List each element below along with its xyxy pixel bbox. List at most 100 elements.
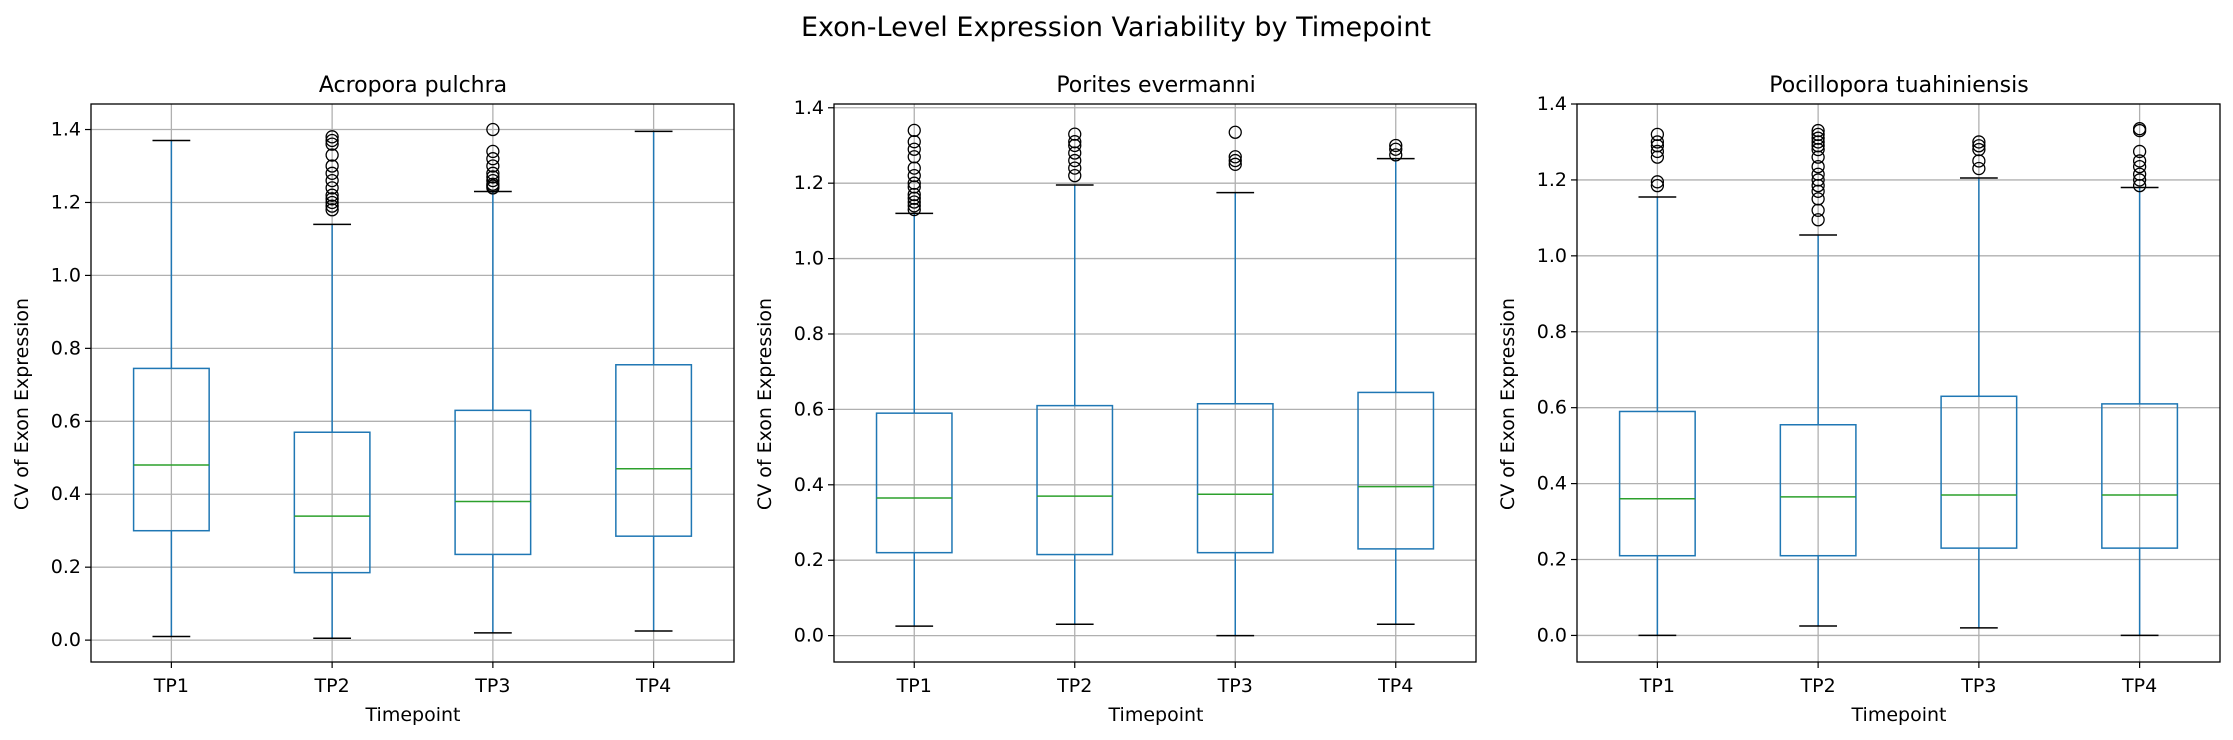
subplot-title: Porites evermanni: [1056, 73, 1255, 98]
outlier-point: [325, 195, 339, 210]
outlier-point: [1068, 153, 1082, 168]
outlier-point: [325, 192, 339, 206]
outlier-point: [325, 203, 339, 217]
outlier-point: [486, 144, 500, 159]
outlier-point: [1228, 150, 1242, 164]
box-tp4: [615, 130, 693, 632]
iqr-box: [1618, 410, 1696, 557]
y-tick-label: 0.0: [1537, 624, 1567, 646]
box-tp4: [2101, 122, 2179, 637]
y-axis-label: CV of Exon Expression: [1497, 298, 1519, 510]
outlier-point: [907, 168, 921, 183]
outlier-point: [1228, 153, 1242, 168]
outlier-point: [1068, 146, 1082, 160]
x-tick-label: TP1: [153, 675, 189, 697]
outlier-point: [1650, 178, 1665, 193]
outlier-point: [907, 202, 921, 217]
x-tick-label: TP3: [474, 675, 510, 697]
y-axis-label: CV of Exon Expression: [754, 298, 776, 510]
y-tick-label: 1.4: [51, 119, 81, 141]
iqr-box: [454, 409, 532, 556]
y-tick-label: 0.6: [794, 398, 824, 420]
iqr-box: [132, 367, 210, 532]
iqr-box: [1357, 391, 1435, 550]
x-tick-label: TP2: [1056, 675, 1092, 697]
outlier-point: [325, 159, 339, 173]
box-tp2: [1036, 127, 1114, 626]
outlier-point: [2132, 167, 2147, 181]
box-tp1: [1618, 127, 1696, 637]
outlier-point: [2132, 173, 2147, 187]
y-tick-label: 0.2: [51, 556, 81, 578]
outlier-point: [1650, 127, 1665, 142]
iqr-box: [2101, 403, 2179, 549]
y-tick-label: 1.4: [794, 97, 824, 119]
y-tick-label: 1.0: [51, 264, 81, 286]
outlier-point: [1228, 157, 1242, 171]
outlier-point: [2132, 154, 2147, 168]
outlier-point: [1972, 142, 1986, 157]
box-tp2: [293, 130, 371, 640]
y-tick-label: 0.4: [51, 483, 81, 505]
axes-frame: [1576, 103, 2221, 663]
y-tick-label: 0.8: [794, 323, 824, 345]
subplot-2: Porites evermanni Timepoint CV of Exon E…: [754, 73, 1477, 726]
outlier-point: [907, 135, 921, 149]
figure-suptitle: Exon-Level Expression Variability by Tim…: [801, 12, 1431, 43]
outlier-point: [325, 173, 339, 188]
outlier-point: [1068, 138, 1082, 153]
outlier-point: [1389, 148, 1403, 162]
outlier-point: [907, 187, 921, 202]
y-tick-label: 1.2: [794, 172, 824, 194]
outlier-point: [486, 159, 500, 173]
outlier-point: [1068, 161, 1082, 175]
outlier-point: [1389, 138, 1403, 153]
iqr-box: [1036, 404, 1114, 556]
x-tick-label: TP1: [1639, 675, 1675, 697]
box-tp1: [132, 139, 210, 638]
box-tp3: [1940, 135, 2018, 629]
y-tick-label: 0.8: [1537, 321, 1567, 343]
outlier-point: [1811, 167, 1825, 181]
x-tick-label: TP4: [2121, 675, 2157, 697]
box-tp1: [875, 123, 953, 627]
iqr-box: [875, 412, 953, 554]
outlier-point: [1650, 144, 1665, 159]
y-tick-label: 0.0: [51, 629, 81, 651]
outlier-point: [325, 166, 339, 180]
outlier-point: [325, 181, 339, 195]
box-tp3: [1196, 125, 1274, 637]
outlier-point: [1389, 142, 1403, 156]
outlier-point: [325, 137, 339, 151]
y-tick-label: 0.2: [794, 549, 824, 571]
outlier-point: [1972, 139, 1986, 153]
outlier-point: [325, 148, 339, 162]
outlier-point: [325, 133, 339, 148]
outlier-point: [907, 161, 921, 175]
y-tick-label: 0.6: [51, 410, 81, 432]
y-tick-label: 0.8: [51, 337, 81, 359]
box-tp3: [454, 122, 532, 634]
outlier-point: [325, 188, 339, 202]
outlier-point: [2132, 144, 2147, 159]
outlier-point: [1811, 173, 1825, 187]
iqr-box: [1940, 395, 2018, 549]
axes-frame: [833, 103, 1477, 663]
outlier-point: [1811, 213, 1825, 227]
x-axis-label: Timepoint: [1851, 704, 1947, 726]
box-tp2: [1779, 123, 1857, 627]
x-tick-label: TP4: [635, 675, 671, 697]
outlier-point: [1811, 192, 1825, 206]
subplot-title: Acropora pulchra: [319, 73, 507, 98]
outlier-point: [486, 173, 500, 188]
y-tick-label: 1.4: [1537, 93, 1567, 115]
y-tick-label: 0.4: [794, 474, 824, 496]
subplot-1: Acropora pulchra Timepoint CV of Exon Ex…: [11, 73, 735, 726]
outlier-point: [907, 176, 921, 190]
outlier-point: [907, 150, 921, 164]
outlier-point: [1811, 159, 1825, 174]
outlier-point: [1650, 135, 1665, 149]
outlier-point: [486, 170, 500, 184]
subplot-title: Pocillopora tuahiniensis: [1769, 73, 2028, 98]
